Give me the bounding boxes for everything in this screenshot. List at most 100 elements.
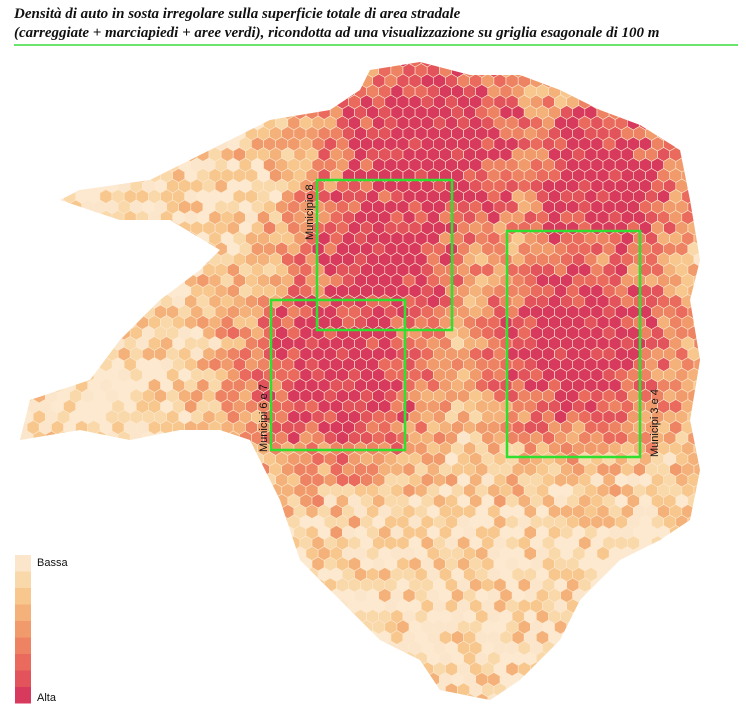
hex-cell [706, 526, 718, 540]
hex-cell [160, 84, 173, 99]
hex-cell [20, 367, 34, 383]
hex-cell [184, 693, 198, 700]
hex-cell [57, 682, 70, 698]
hex-cell [699, 619, 700, 635]
hex-cell [335, 62, 349, 68]
hex-cell [196, 525, 210, 540]
hex-cell [129, 73, 143, 89]
hex-cell [166, 598, 179, 614]
hex-cell [20, 94, 34, 110]
hex-cell [245, 672, 258, 687]
hex-cell [269, 672, 283, 687]
hex-cell [693, 399, 700, 414]
hex-cell [172, 252, 185, 267]
hex-cell [142, 283, 155, 299]
hex-cell [226, 451, 240, 467]
hex-cell [69, 619, 82, 635]
hex-cell [160, 693, 173, 700]
hex-cell [142, 514, 155, 530]
hex-cell [142, 577, 155, 593]
hex-cell [706, 652, 718, 666]
hex-cell [20, 178, 34, 194]
hex-cell [693, 693, 700, 700]
title-line: Densità di auto in sosta irregolare sull… [13, 6, 461, 22]
hex-cell [626, 556, 640, 572]
hex-cell [275, 62, 289, 68]
hex-cell [378, 672, 392, 687]
hex-cell [190, 472, 204, 488]
hex-cell [693, 147, 700, 162]
hex-cell [117, 220, 131, 236]
hex-cell [214, 115, 228, 131]
hex-cell [445, 62, 458, 68]
hex-cell [257, 504, 270, 519]
hex-cell [232, 462, 246, 477]
hex-cell [269, 630, 283, 645]
hex-cell [51, 357, 64, 372]
hex-cell [75, 504, 88, 519]
hex-cell [214, 430, 228, 446]
hex-cell [172, 693, 185, 700]
hex-cell [99, 567, 113, 582]
hex-cell [706, 337, 718, 351]
hex-cell [105, 682, 119, 698]
hex-cell [651, 73, 665, 89]
hex-cell [105, 94, 119, 110]
hex-cell [596, 672, 610, 687]
hex-cell [20, 241, 22, 257]
hex-cell [693, 462, 700, 477]
hex-cell [560, 63, 574, 78]
hex-cell [44, 62, 58, 68]
hex-cell [63, 63, 76, 78]
hex-cell [172, 546, 185, 561]
hex-cell [99, 63, 113, 78]
hex-cell [639, 62, 652, 68]
hex-cell [142, 220, 155, 236]
hex-cell [75, 63, 88, 78]
hex-cell [20, 535, 22, 551]
hex-cell [287, 62, 301, 68]
hex-cell [299, 661, 313, 677]
hex-cell [57, 73, 70, 89]
hex-cell [372, 682, 386, 698]
hex-cell [651, 661, 665, 677]
hex-cell [20, 535, 34, 551]
hex-cell [226, 535, 240, 551]
hex-cell [160, 231, 173, 246]
hex-cell [172, 567, 185, 582]
hex-cell [129, 682, 143, 698]
hex-cell [93, 451, 107, 467]
hex-cell [142, 157, 155, 173]
hex-cell [706, 190, 718, 204]
hex-cell [202, 514, 216, 530]
hex-cell [20, 136, 34, 152]
hex-cell [699, 472, 700, 488]
hex-cell [184, 441, 198, 456]
hex-cell [699, 682, 700, 698]
hex-cell [354, 651, 367, 666]
hex-cell [20, 367, 22, 383]
hex-cell [123, 441, 137, 456]
hex-cell [226, 94, 240, 110]
hex-cell [178, 493, 192, 509]
hex-cell [372, 640, 386, 656]
hex-cell [269, 63, 283, 78]
hex-cell [560, 693, 574, 700]
hex-cell [51, 651, 64, 666]
hex-cell [651, 556, 665, 572]
hex-cell [202, 556, 216, 572]
hex-cell [51, 504, 64, 519]
hex-cell [111, 672, 125, 687]
hex-cell [184, 567, 198, 582]
hex-cell [706, 568, 718, 582]
hex-cell [172, 231, 185, 246]
hex-cell [69, 682, 82, 698]
hex-cell [675, 94, 689, 110]
hex-cell [20, 73, 34, 89]
hex-cell [87, 588, 101, 603]
hex-cell [99, 504, 113, 519]
hex-cell [166, 661, 179, 677]
hex-cell [699, 640, 700, 656]
hex-cell [317, 651, 331, 666]
hex-cell [578, 62, 592, 68]
